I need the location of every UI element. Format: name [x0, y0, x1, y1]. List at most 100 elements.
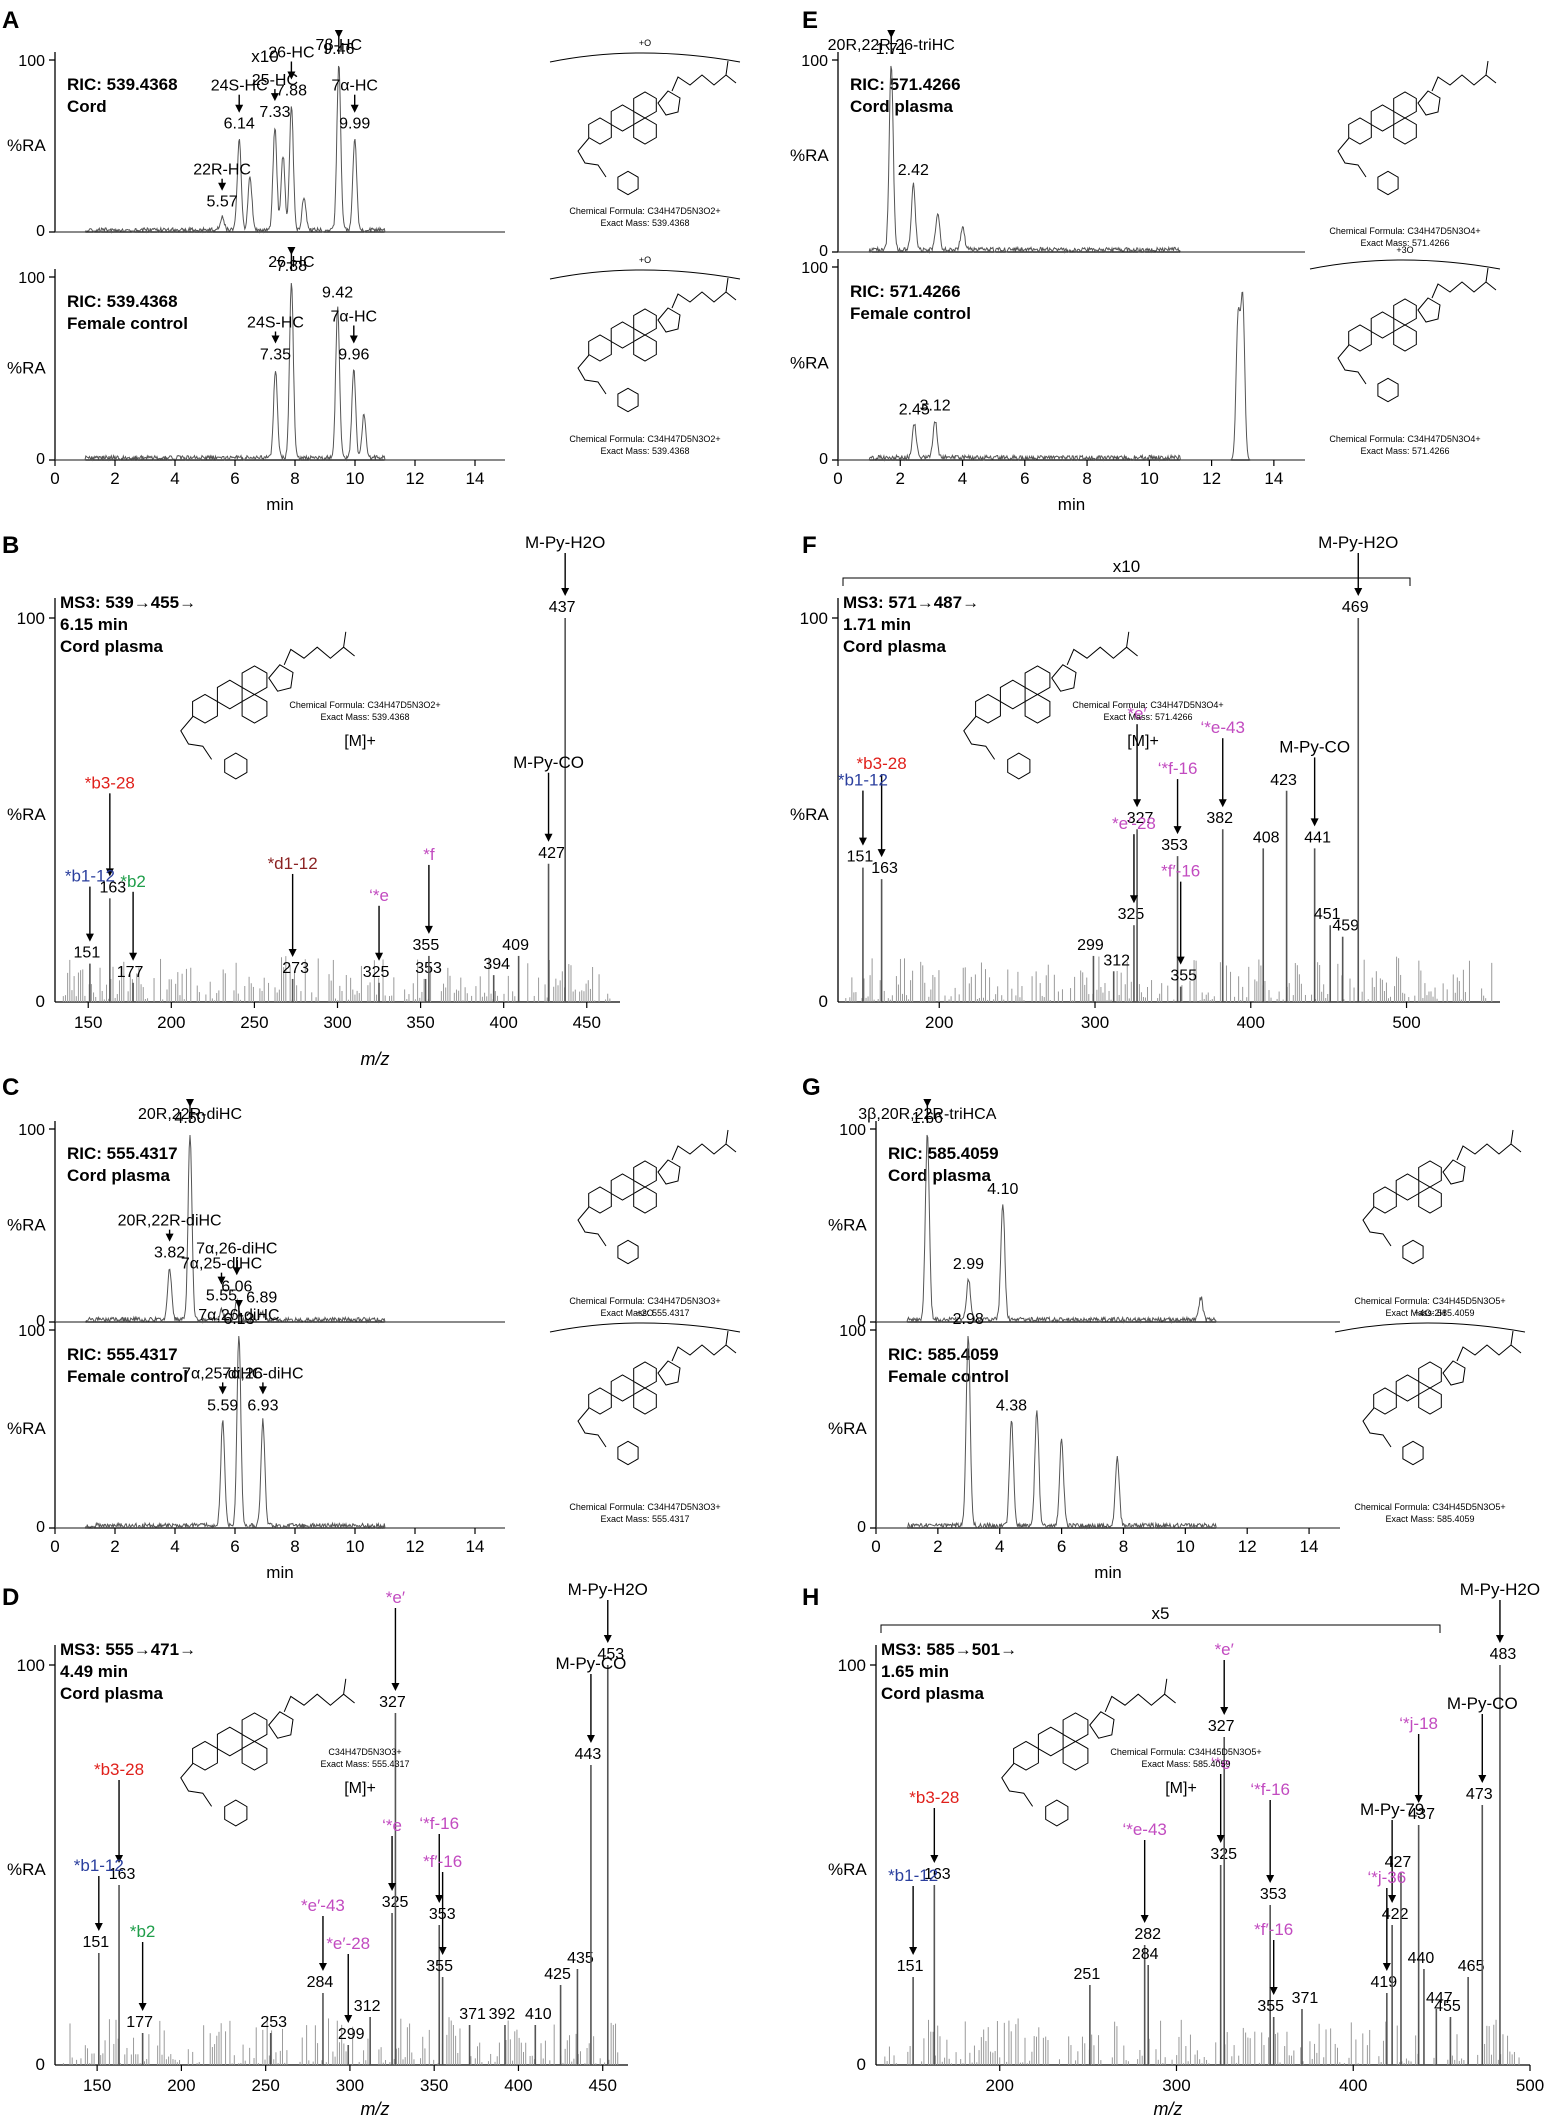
retention-time-label: 9.96: [338, 347, 369, 364]
fragment-label: *b1-12: [838, 771, 888, 790]
sample-label: Cord: [67, 97, 107, 116]
bracket: [549, 1322, 741, 1333]
ms3-info-line: MS3: 585→501→: [881, 1640, 1017, 1659]
peak-arrow-head: [235, 104, 244, 113]
spectrum-peak: 253: [260, 2014, 287, 2065]
peak-label: 5.59 7α,25-diHC: [182, 1365, 263, 1414]
fragment-annotation: *f: [423, 845, 435, 934]
fragment-annotation: *f′-16: [423, 1852, 462, 1955]
structure: C34H47D5N3O3+ Exact Mass: 555.4317 [M]+: [180, 1678, 410, 1827]
structure-2: Chemical Formula: C34H47D5N3O4+ Exact Mas…: [1309, 245, 1501, 456]
x-tick-label: 150: [83, 2076, 111, 2095]
structure-ring-b: [1037, 1726, 1064, 1757]
structure-ring-b: [216, 1726, 243, 1757]
peak-mz-label: 251: [1074, 1966, 1101, 1983]
peak-label: 6.06 7α,26-diHC: [196, 1240, 277, 1295]
chromatogram-trace-1: 100 0 %RA RIC: 539.4368 Cord 5.57 22R-HC 6.14 24…: [7, 30, 741, 240]
y-tick-label: 0: [36, 451, 45, 468]
structure-pyridinium: [1402, 1239, 1424, 1265]
y-axis-label: %RA: [7, 359, 46, 378]
fragment-annotation: *b1-12: [888, 1866, 938, 1955]
retention-time-label: 6.14: [224, 116, 255, 133]
ric-label: RIC: 585.4059: [888, 1345, 999, 1364]
y-tick-label: 100: [838, 1656, 866, 1675]
fragment-arrow-head: [391, 1683, 400, 1691]
fragment-arrow-head: [438, 1947, 447, 1955]
ms3-info-line: Cord plasma: [843, 637, 947, 656]
structure-side-chain: [671, 277, 737, 309]
ms3-info-line: 6.15 min: [60, 615, 128, 634]
fragment-label: ‘*j-18: [1399, 1714, 1438, 1733]
peak-arrow-head: [349, 335, 358, 344]
bracket-label: +O: [639, 255, 651, 265]
peak-mz-label: 299: [1077, 937, 1104, 954]
peak-arrow-head: [234, 1300, 243, 1308]
fragment-annotation: M-Py-H2O: [1318, 533, 1398, 596]
peak-mz-label: 327: [1127, 810, 1154, 827]
retention-time-label: 7.33: [259, 104, 290, 121]
y-tick-label: 0: [819, 451, 828, 468]
fragment-annotation: ‘*e: [1211, 1754, 1231, 1843]
structure-side-chain: [1431, 267, 1497, 299]
retention-time-label: 9.42: [322, 285, 353, 302]
fragment-label: *b1-12: [74, 1856, 124, 1875]
structure-ring-a: [588, 117, 612, 145]
sample-label: Female control: [67, 1367, 188, 1386]
noise-peaks: [845, 956, 1493, 1002]
fragment-arrow-head: [1266, 1875, 1275, 1883]
molecular-ion-label: [M]+: [344, 1780, 376, 1797]
fragment-label: ‘*j-36: [1367, 1868, 1406, 1887]
spectrum-peak: 177: [117, 964, 144, 1002]
fragment-label: ‘*f-16: [419, 1814, 459, 1833]
spectrum-peak: 422: [1382, 1906, 1409, 2065]
fragment-annotation: *b3-28: [85, 773, 135, 877]
formula-caption: Chemical Formula: C34H47D5N3O3+: [569, 1502, 720, 1512]
x-tick-label: 300: [336, 2076, 364, 2095]
formula-caption: Chemical Formula: C34H45D5N3O5+: [1110, 1747, 1261, 1757]
structure-ring-a: [588, 1387, 612, 1415]
spectrum-peak: 299: [1077, 937, 1104, 1002]
x-tick-label: 300: [1081, 1013, 1109, 1032]
panel-D: D 100 0 %RA 150 200 250 300 350 400 450 m/z 151 163 17…: [2, 1580, 648, 2119]
formula-caption: Chemical Formula: C34H47D5N3O4+: [1329, 434, 1480, 444]
fragment-arrow-head: [930, 1855, 939, 1863]
x-tick-label: 0: [50, 469, 59, 488]
fragment-label: *b3-28: [857, 754, 907, 773]
peak-mz-label: 299: [338, 2026, 365, 2043]
fragment-label: *b1-12: [888, 1866, 938, 1885]
bracket-label: +2O: [636, 1308, 653, 1318]
peak-mz-label: 435: [567, 1950, 594, 1967]
spectrum-peak: 325: [363, 964, 390, 1002]
fragment-label: ‘*f-16: [1250, 1780, 1290, 1799]
magnification-label: x10: [251, 47, 278, 66]
fragment-arrow-head: [375, 952, 384, 961]
fragment-label: *d1-12: [268, 854, 318, 873]
fragment-arrow-head: [344, 2015, 353, 2023]
fragment-annotation: *f′-16: [1254, 1920, 1293, 1995]
ric-label: RIC: 555.4317: [67, 1345, 178, 1364]
spectrum-peak: 423: [1270, 772, 1297, 1002]
structure-side-chain: [671, 60, 737, 92]
formula-caption: Chemical Formula: C34H45D5N3O5+: [1354, 1296, 1505, 1306]
fragment-annotation: ‘*e: [369, 886, 389, 961]
fragment-annotation: *b1-12: [74, 1856, 124, 1931]
fragment-label: M-Py-H2O: [568, 1580, 648, 1599]
structure-hydrazone: [1001, 1763, 1034, 1807]
exact-mass-caption: Exact Mass: 585.4059: [1385, 1308, 1474, 1318]
peak-mz-label: 325: [363, 964, 390, 981]
spectrum-peak: 427: [1385, 1854, 1411, 2065]
chromatogram-line: [55, 282, 505, 462]
structure-ring-d: [1062, 1712, 1089, 1743]
peak-arrow-head: [232, 1267, 241, 1276]
peak-mz-label: 163: [99, 879, 126, 896]
fragment-arrow-head: [435, 1895, 444, 1903]
peak-label: 9.42: [322, 285, 353, 302]
structure-ring-c: [241, 1740, 268, 1771]
x-tick-label: 200: [167, 2076, 195, 2095]
peak-mz-label: 325: [1118, 906, 1145, 923]
peak-label: 9.99 7α-HC: [331, 78, 378, 133]
magnification-label: x5: [1152, 1604, 1170, 1623]
magnification-label: x10: [1113, 557, 1140, 576]
x-tick-label: 10: [1140, 469, 1159, 488]
